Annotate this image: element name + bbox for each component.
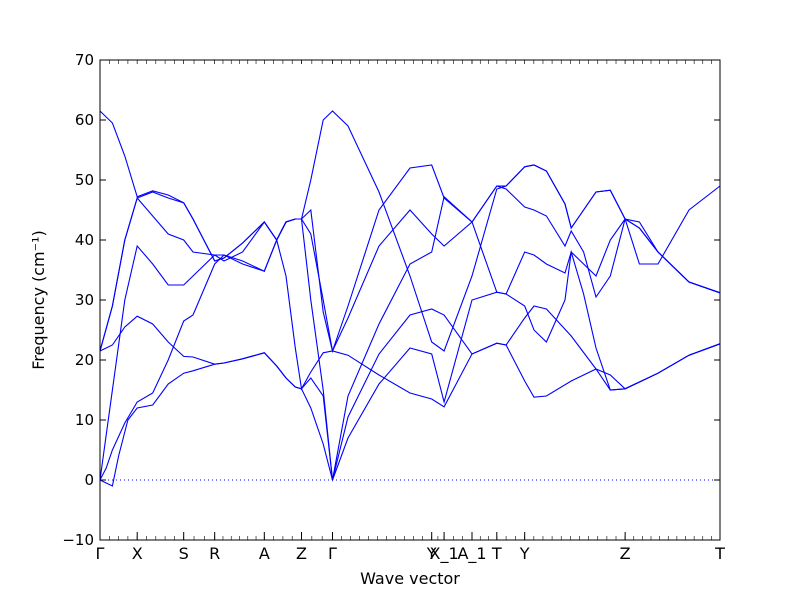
band-lines-layer: [99, 110, 721, 487]
x-tick-label: A_1: [457, 544, 486, 564]
plot-frame: [99, 59, 721, 541]
y-tick-label: 50: [75, 171, 94, 189]
band-line-4: [99, 195, 721, 481]
band-line-2: [99, 308, 721, 481]
x-tick-label: X_1: [430, 544, 459, 564]
x-tick-label: Z: [620, 544, 631, 563]
chart-ticks-layer: [99, 59, 721, 541]
x-tick-label: X: [132, 544, 143, 563]
x-tick-label: T: [491, 544, 502, 563]
y-tick-label: 30: [75, 291, 94, 309]
x-tick-label: S: [179, 544, 189, 563]
x-tick-label: Γ: [328, 544, 337, 563]
y-tick-label: 0: [84, 471, 94, 489]
y-axis-label: Frequency (cm⁻¹): [29, 230, 48, 369]
x-tick-label: Γ: [96, 544, 105, 563]
y-tick-label: 10: [75, 411, 94, 429]
x-tick-label: Z: [296, 544, 307, 563]
band-line-3: [99, 250, 721, 487]
y-tick-label: 20: [75, 351, 94, 369]
x-tick-label: Y: [426, 544, 437, 563]
y-tick-label: 60: [75, 111, 94, 129]
x-axis-label: Wave vector: [360, 569, 460, 588]
band-line-5: [99, 185, 721, 481]
band-line-7: [99, 164, 721, 353]
y-tick-label: 40: [75, 231, 94, 249]
band-line-1: [99, 110, 721, 408]
x-tick-label: A: [259, 544, 270, 563]
y-tick-label: −10: [62, 531, 94, 549]
x-tick-label: Y: [519, 544, 530, 563]
y-tick-label: 70: [75, 51, 94, 69]
x-tick-label: R: [209, 544, 220, 563]
x-tick-label: T: [714, 544, 725, 563]
